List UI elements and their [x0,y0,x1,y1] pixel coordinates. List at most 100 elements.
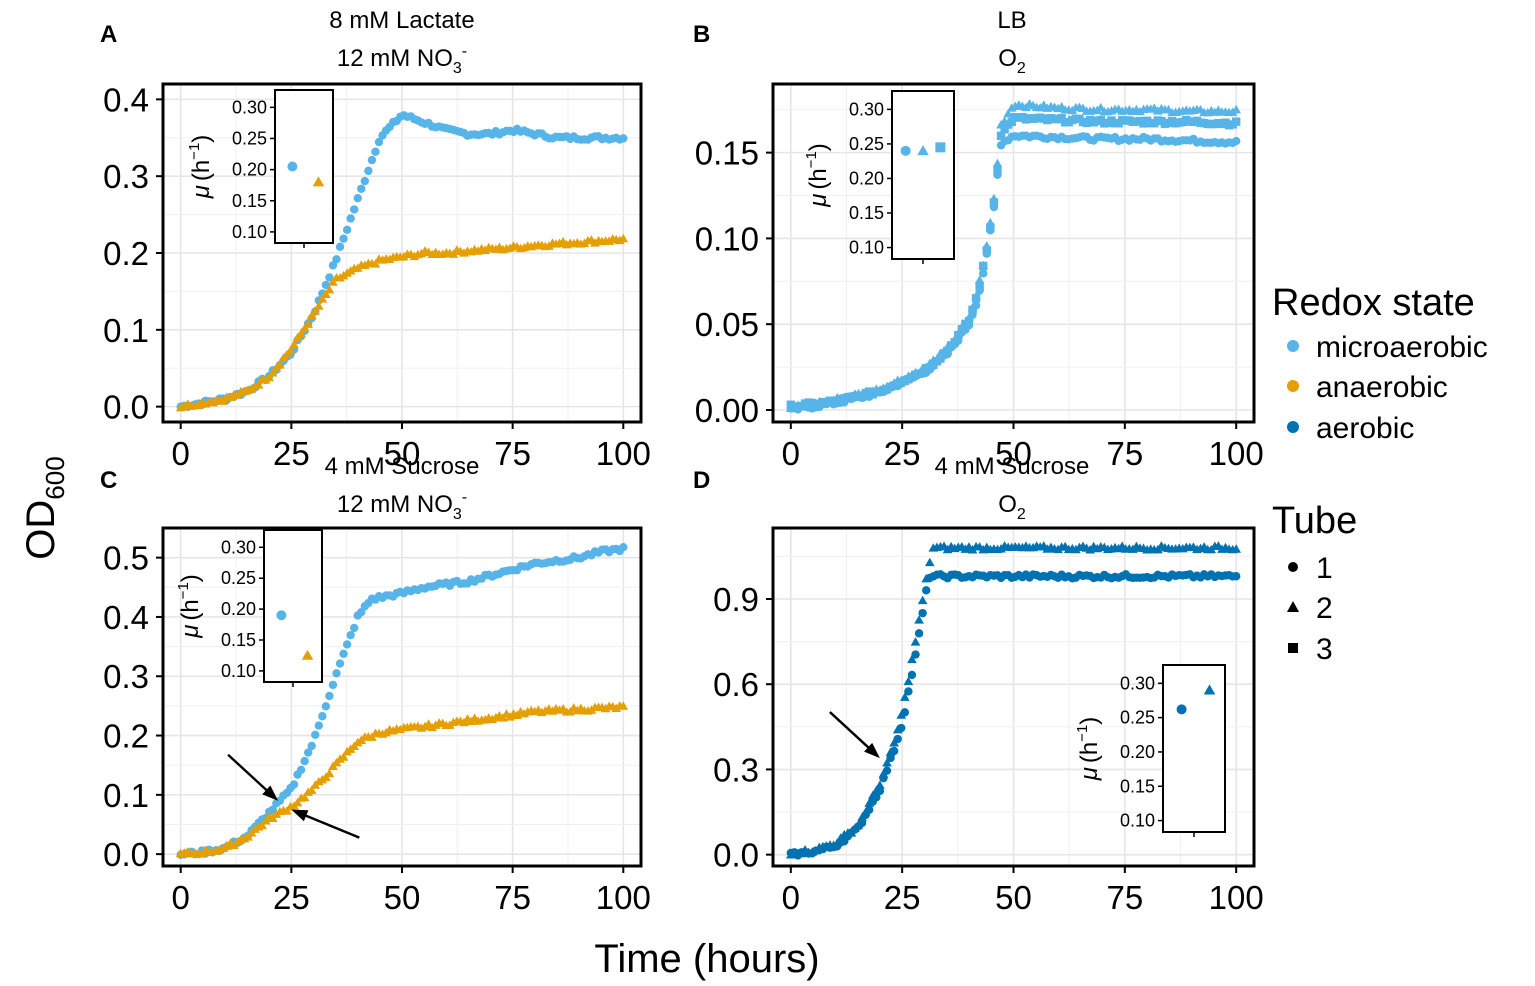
data-point-anaerobic-tube-2 [299,323,310,333]
data-point-microaerobic-tube-3 [989,198,999,207]
data-point-aerobic-tube-2 [832,838,842,847]
data-point-microaerobic-tube-1 [342,225,352,234]
data-point-microaerobic-tube-3 [1000,124,1009,134]
inset-y-tick-label: 0.10 [849,238,884,258]
legend-tube-label-3: 3 [1316,633,1333,666]
data-point-microaerobic-tube-1 [328,680,338,690]
data-point-anaerobic-tube-2 [289,339,299,349]
data-point-microaerobic-tube-1 [339,234,348,243]
inset-growth-rate: 0.10 0.15 0.20 0.25 0.30 μ(h−1) [186,89,334,248]
y-tick-label: 0.2 [103,718,149,755]
inset-y-tick-label: 0.10 [232,222,267,242]
data-point-aerobic-tube-2 [921,573,932,583]
panel-label-c: C [100,467,117,494]
data-point-microaerobic-tube-1 [332,669,341,678]
data-point-microaerobic-tube-1 [346,630,355,640]
x-tick-label: 100 [596,435,651,472]
data-point-microaerobic-tube-1 [314,721,323,730]
panel-c-title: 4 mM Sucrose 12 mM NO3- [325,453,480,523]
arrow-line [829,711,872,751]
data-point-aerobic-tube-2 [867,790,878,800]
data-point-microaerobic-tube-3 [996,131,1006,141]
data-point-aerobic-tube-2 [857,812,867,822]
data-point-anaerobic-tube-2 [618,233,629,243]
arrow-head-icon [864,742,880,759]
data-point-microaerobic-tube-1 [328,261,338,270]
data-point-microaerobic-tube-3 [957,325,967,334]
data-point-microaerobic-tube-1 [325,273,334,282]
inset-frame [263,529,323,683]
data-point-aerobic-tube-2 [917,595,928,605]
x-tick-label: 75 [494,435,531,472]
data-point-aerobic-tube-2 [853,820,864,829]
data-point-aerobic-tube-2 [924,557,935,567]
data-point-microaerobic-tube-3 [954,330,963,340]
data-point-anaerobic-tube-2 [303,319,314,328]
data-point-microaerobic-tube-1 [311,730,320,739]
y-tick-label: 0.0 [713,837,759,874]
x-tick-label: 25 [884,879,921,916]
legend-tube-label-1: 1 [1316,552,1333,585]
inset-point-anaerobic-tube-2 [301,649,314,660]
data-point-aerobic-tube-2 [896,710,907,719]
x-tick-label: 0 [782,879,800,916]
data-point-microaerobic-tube-1 [318,712,327,721]
data-point-microaerobic-tube-3 [1231,117,1241,126]
legend-redox-swatch-aerobic [1287,421,1299,433]
data-point-microaerobic-tube-1 [374,137,384,147]
inset-frame [891,90,955,260]
y-tick-label: 0.4 [103,599,149,636]
data-point-microaerobic-tube-3 [982,246,991,255]
panel-c-plot: 0 25 50 75 100 0.0 0.1 0.2 0.3 0.4 0.5 0.10 0.15 0.20… [103,526,651,916]
data-point-aerobic-tube-1 [911,650,920,659]
data-point-aerobic-tube-1 [1231,572,1241,581]
x-tick-label: 0 [172,879,190,916]
data-point-microaerobic-tube-1 [1231,136,1241,146]
data-point-aerobic-tube-2 [892,724,903,734]
data-point-aerobic-tube-2 [903,676,914,686]
inset-y-tick-label: 0.20 [221,599,256,619]
y-tick-label: 0.3 [103,158,149,195]
data-point-anaerobic-tube-2 [292,797,303,807]
data-point-anaerobic-tube-2 [370,259,381,268]
panel-b-title: LB O2 [997,7,1026,77]
data-point-anaerobic-tube-2 [267,368,278,377]
gridlines [773,84,1254,422]
data-point-microaerobic-tube-3 [979,261,988,271]
inset-point-microaerobic-tube-2 [917,145,929,156]
inset-point-microaerobic-tube-1 [900,145,911,156]
y-tick-label: 0.3 [713,751,759,788]
inset-frame [1162,664,1226,833]
arrow-line [301,813,360,839]
x-tick-label: 0 [782,435,800,472]
y-tick-label: 0.00 [695,392,759,429]
data-point-aerobic-tube-2 [871,785,882,795]
inset-point-anaerobic-tube-2 [312,176,325,187]
y-axis-label: OD600 [19,456,70,559]
data-point-anaerobic-tube-2 [310,306,321,315]
panel-b-title-line1: LB [997,7,1026,34]
y-tick-label: 0.6 [713,666,759,703]
legend-redox-label-aerobic: aerobic [1316,412,1414,445]
inset-y-tick-label: 0.25 [849,134,884,154]
data-point-microaerobic-tube-1 [360,176,370,186]
data-point-aerobic-tube-2 [889,737,899,747]
panel-a-title-line2: 12 mM NO3- [337,43,467,77]
data-point-aerobic-tube-2 [882,757,892,767]
data-point-anaerobic-tube-2 [257,820,267,830]
data-point-microaerobic-tube-3 [950,338,959,347]
data-point-microaerobic-tube-2 [1231,104,1242,114]
inset-growth-rate: 0.10 0.15 0.20 0.25 0.30 μ(h−1) [803,90,955,264]
data-point-microaerobic-tube-1 [289,780,299,789]
data-point-aerobic-tube-2 [1231,544,1242,553]
x-tick-label: 75 [1106,879,1143,916]
inset-point-microaerobic-tube-1 [287,161,298,172]
data-point-microaerobic-tube-3 [936,354,945,363]
panel-d-title-line2: O2 [998,491,1026,523]
data-point-microaerobic-tube-1 [296,765,306,775]
legend-tube-square-icon [1288,643,1298,653]
data-point-microaerobic-tube-1 [367,155,377,165]
data-point-microaerobic-tube-3 [975,281,984,291]
legend-redox-swatch-microaerobic [1287,340,1299,352]
